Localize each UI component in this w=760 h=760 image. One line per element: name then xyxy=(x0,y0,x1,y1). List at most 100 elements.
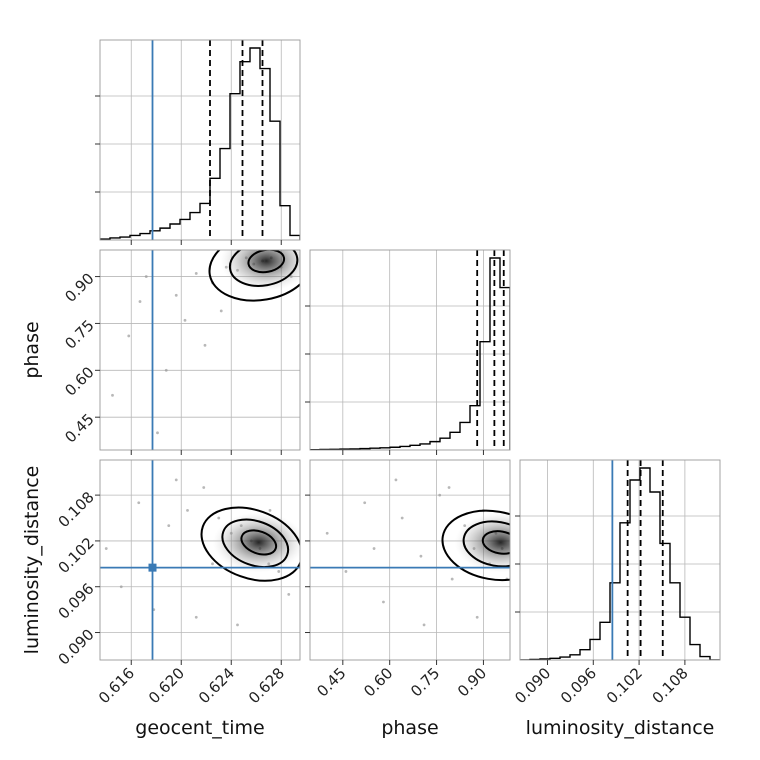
histogram-bin-luminosity-distance-13 xyxy=(650,492,660,660)
scatter-point-6 xyxy=(438,493,442,497)
histogram-bin-geocent-time-18 xyxy=(280,206,290,240)
histogram-bin-geocent-time-19 xyxy=(290,235,300,240)
histogram-bin-geocent-time-16 xyxy=(260,69,270,240)
x-tick-label-phase-2: 0.75 xyxy=(407,664,443,700)
hist-luminosity-distance-panel: 0.090 0.096 0.102 0.108 xyxy=(511,459,721,707)
y-tick-label-luminosity-distance-1: 0.096 xyxy=(55,580,98,623)
scatter-point-1 xyxy=(119,585,123,589)
histogram-bin-geocent-time-14 xyxy=(240,62,250,240)
histogram-bin-geocent-time-4 xyxy=(140,234,150,240)
scatter-point-17 xyxy=(236,623,239,627)
histogram-bin-luminosity-distance-14 xyxy=(660,543,670,660)
contour-level-2 xyxy=(441,509,510,582)
scatter-point-13 xyxy=(277,570,281,573)
scatter-phase-vs-luminosity-distance-panel: 0.45 0.60 0.75 0.90 xyxy=(305,459,511,700)
histogram-bin-luminosity-distance-7 xyxy=(590,639,600,660)
contour-level-1 xyxy=(462,520,510,568)
y-tick-label-phase-3: 0.90 xyxy=(61,269,97,305)
scatter-point-19 xyxy=(268,508,272,512)
histogram-bin-phase-15 xyxy=(460,422,470,450)
histogram-bin-phase-10 xyxy=(410,445,420,450)
scatter-point-0 xyxy=(104,547,108,550)
scatter-point-4 xyxy=(400,516,404,520)
x-tick-label-phase-1: 0.60 xyxy=(360,664,396,700)
histogram-bin-luminosity-distance-5 xyxy=(570,655,580,660)
panel-frame xyxy=(99,459,301,661)
x-axis-label-phase: phase xyxy=(381,717,438,739)
panel-frame xyxy=(519,459,721,661)
scatter-point-7 xyxy=(217,516,221,520)
y-tick-label-phase-2: 0.75 xyxy=(61,316,97,352)
histogram-bin-geocent-time-5 xyxy=(150,231,160,240)
histogram-luminosity-distance xyxy=(520,467,720,660)
x-axis-label-luminosity-distance: luminosity_distance xyxy=(526,717,715,739)
scatter-point-5 xyxy=(194,272,198,275)
x-tick-label-geocent-time-0: 0.616 xyxy=(95,664,138,707)
histogram-bin-phase-12 xyxy=(430,442,440,450)
scatter-point-15 xyxy=(194,615,198,619)
scatter-point-2 xyxy=(137,501,141,505)
histogram-bin-luminosity-distance-17 xyxy=(690,645,700,660)
scatter-area xyxy=(111,250,300,450)
x-tick-label-luminosity-distance-0: 0.090 xyxy=(511,664,554,707)
histogram-bin-phase-16 xyxy=(470,406,480,450)
scatter-point-16 xyxy=(174,478,178,482)
scatter-point-16 xyxy=(156,431,159,435)
histogram-bin-geocent-time-12 xyxy=(220,149,230,240)
y-tick-label-luminosity-distance-3: 0.108 xyxy=(55,488,98,531)
x-axis-label-geocent-time: geocent_time xyxy=(135,717,264,739)
hist-geocent-time-panel xyxy=(95,39,301,245)
scatter-point-0 xyxy=(111,393,114,397)
histogram-geocent-time xyxy=(100,47,300,240)
contour-level-2 xyxy=(200,506,300,582)
scatter-point-4 xyxy=(167,524,171,528)
scatter-point-4 xyxy=(174,293,178,297)
scatter-point-17 xyxy=(475,615,479,619)
y-tick-label-luminosity-distance-0: 0.090 xyxy=(55,625,98,668)
contour-level-0 xyxy=(481,530,510,555)
scatter-point-15 xyxy=(422,623,426,627)
histogram-bin-geocent-time-17 xyxy=(270,121,280,240)
histogram-bin-geocent-time-15 xyxy=(250,48,260,240)
scatter-point-2 xyxy=(363,501,367,505)
histogram-bin-geocent-time-8 xyxy=(180,219,190,240)
histogram-bin-phase-11 xyxy=(420,444,430,450)
panel-frame xyxy=(309,249,511,451)
x-tick-label-geocent-time-2: 0.624 xyxy=(195,664,238,707)
contour-level-2 xyxy=(208,250,300,302)
hist-phase-panel xyxy=(305,249,511,455)
panel-frame xyxy=(309,459,511,661)
histogram-bin-phase-14 xyxy=(450,432,460,450)
scatter-point-3 xyxy=(382,600,385,604)
histogram-bin-luminosity-distance-16 xyxy=(680,617,690,660)
scatter-point-7 xyxy=(450,577,454,581)
histogram-bin-geocent-time-9 xyxy=(190,213,200,240)
scatter-point-18 xyxy=(372,547,376,550)
histogram-bin-luminosity-distance-15 xyxy=(670,583,680,660)
contour-level-1 xyxy=(228,250,299,287)
scatter-point-2 xyxy=(144,275,148,278)
scatter-point-0 xyxy=(325,531,329,535)
histogram-bin-phase-9 xyxy=(400,446,410,450)
x-tick-label-phase-3: 0.90 xyxy=(454,664,490,700)
scatter-point-1 xyxy=(344,570,348,573)
x-tick-label-luminosity-distance-2: 0.102 xyxy=(603,664,646,707)
scatter-point-19 xyxy=(138,300,142,303)
histogram-bin-luminosity-distance-18 xyxy=(700,657,710,660)
hist-area xyxy=(520,460,720,660)
x-tick-label-luminosity-distance-3: 0.108 xyxy=(649,664,692,707)
hist-area xyxy=(100,40,300,240)
histogram-bin-phase-19 xyxy=(500,288,510,450)
scatter-geocent-time-vs-phase-panel: 0.45 0.60 0.75 0.90 xyxy=(61,249,301,455)
histogram-bin-phase-13 xyxy=(440,438,450,450)
contour-level-1 xyxy=(221,518,290,569)
truth-marker xyxy=(148,563,157,572)
histogram-bin-geocent-time-3 xyxy=(130,235,140,240)
hist-area xyxy=(310,250,510,450)
y-axis-label-luminosity-distance: luminosity_distance xyxy=(21,466,43,655)
panel-frame xyxy=(99,39,301,241)
scatter-point-1 xyxy=(127,334,131,338)
x-tick-label-geocent-time-3: 0.628 xyxy=(245,664,288,707)
